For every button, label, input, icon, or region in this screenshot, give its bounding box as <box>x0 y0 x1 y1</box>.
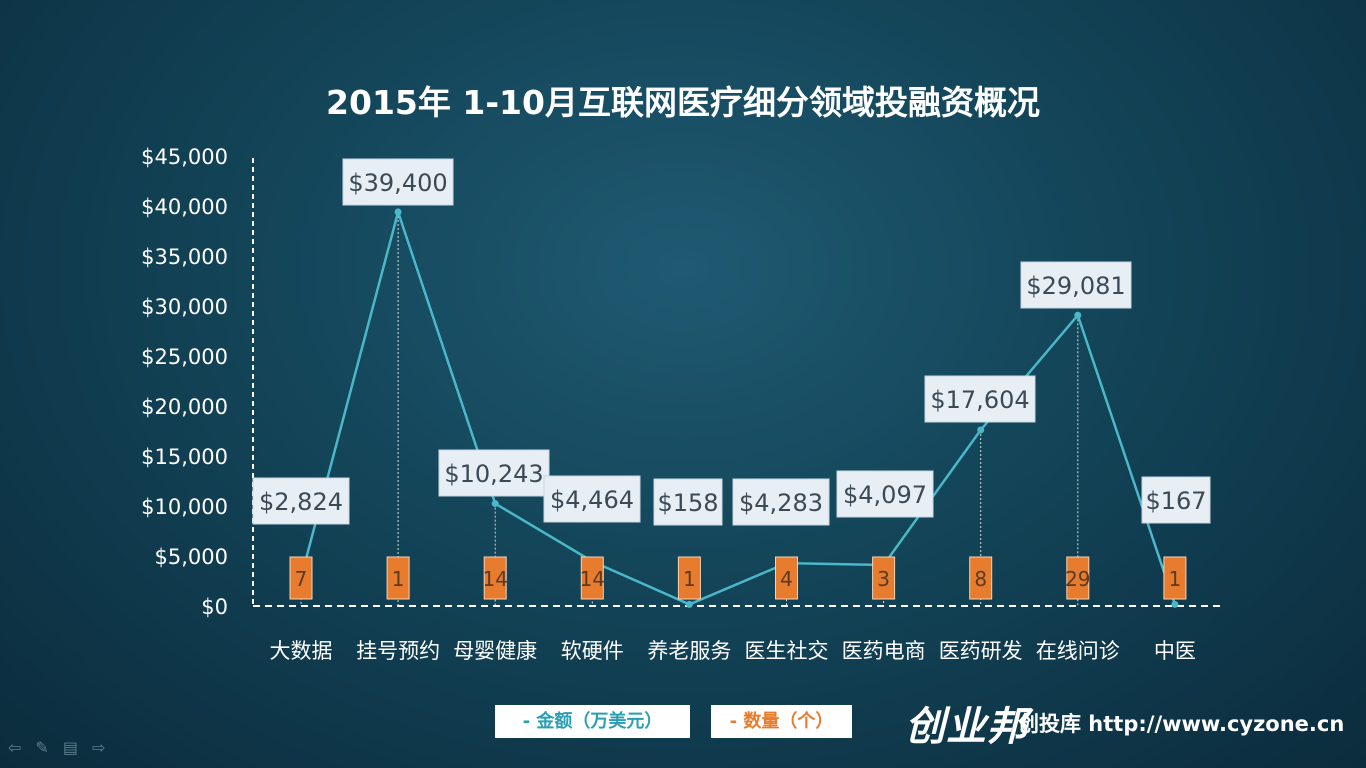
legend-amount: - 金额（万美元） <box>495 705 690 738</box>
back-arrow-icon[interactable]: ⇦ <box>8 738 22 757</box>
count-label: 1 <box>683 567 696 591</box>
amount-series-line <box>299 207 1177 606</box>
x-category-label: 大数据 <box>270 639 333 663</box>
x-category-label: 中医 <box>1154 639 1196 663</box>
count-box <box>1066 556 1090 600</box>
pen-icon[interactable]: ✎ <box>35 738 49 757</box>
count-label: 7 <box>295 567 308 591</box>
amount-label-box <box>543 475 641 523</box>
amount-label: $39,400 <box>348 169 447 197</box>
count-label: 14 <box>580 567 605 591</box>
x-category-label: 医药研发 <box>939 639 1023 663</box>
amount-label: $2,824 <box>259 488 343 516</box>
x-category-label: 医生社交 <box>745 639 829 663</box>
count-box <box>483 556 507 600</box>
amount-point <box>977 426 985 434</box>
amount-label: $29,081 <box>1026 272 1125 300</box>
amount-point <box>491 500 499 508</box>
count-box <box>386 556 410 600</box>
count-box <box>289 556 313 600</box>
y-tick-label: $30,000 <box>141 295 228 319</box>
amount-label: $4,097 <box>843 481 927 509</box>
x-category-label: 在线问诊 <box>1036 639 1120 663</box>
brand-link-text: 创投库 http://www.cyzone.cn <box>1018 712 1345 736</box>
amount-label: $167 <box>1145 487 1206 515</box>
x-category-label: 挂号预约 <box>356 639 440 663</box>
y-tick-label: $15,000 <box>141 445 228 469</box>
count-box <box>1163 556 1187 600</box>
amount-label: $158 <box>657 489 718 517</box>
forward-arrow-icon[interactable]: ⇨ <box>91 738 106 757</box>
amount-label-box <box>924 375 1036 423</box>
amount-label: $17,604 <box>930 386 1029 414</box>
y-tick-label: $40,000 <box>141 195 228 219</box>
y-tick-label: $5,000 <box>155 545 228 569</box>
x-category-label: 软硬件 <box>561 639 624 663</box>
amount-label-box <box>1141 476 1211 524</box>
y-tick-label: $25,000 <box>141 345 228 369</box>
y-tick-label: $35,000 <box>141 245 228 269</box>
count-box <box>580 556 604 600</box>
x-category-label: 医药电商 <box>842 639 926 663</box>
amount-point <box>1171 600 1179 608</box>
amount-label-box <box>252 477 350 525</box>
count-box <box>969 556 993 600</box>
amount-label-box <box>438 449 550 497</box>
count-label: 1 <box>1169 567 1182 591</box>
amount-label-box <box>1020 261 1132 309</box>
count-label: 14 <box>482 567 507 591</box>
legend-count: - 数量（个） <box>711 705 852 738</box>
slide-nav: ⇦ ✎ ▤ ⇨ <box>8 738 105 757</box>
amount-label-box <box>342 158 454 206</box>
x-category-label: 母婴健康 <box>453 639 537 663</box>
count-label: 8 <box>974 567 987 591</box>
count-box <box>677 556 701 600</box>
count-box <box>872 556 896 600</box>
amount-point <box>1074 311 1082 319</box>
y-tick-label: $0 <box>201 595 228 619</box>
amount-point <box>394 208 402 216</box>
amount-point <box>685 600 693 608</box>
x-category-label: 养老服务 <box>647 639 731 663</box>
amount-label-box <box>732 478 830 526</box>
count-label: 4 <box>780 567 793 591</box>
count-box <box>775 556 798 600</box>
menu-icon[interactable]: ▤ <box>62 738 78 757</box>
amount-label: $4,464 <box>550 486 634 514</box>
amount-label-box <box>653 478 723 526</box>
amount-label: $10,243 <box>444 460 543 488</box>
amount-label-box <box>836 470 934 518</box>
y-tick-label: $20,000 <box>141 395 228 419</box>
cyzone-logo: 创业邦 <box>905 703 1028 750</box>
amount-label: $4,283 <box>739 489 823 517</box>
chart-title: 2015年 1-10月互联网医疗细分领域投融资概况 <box>326 83 1040 122</box>
y-tick-label: $10,000 <box>141 495 228 519</box>
count-label: 1 <box>392 567 405 591</box>
y-tick-label: $45,000 <box>141 145 228 169</box>
count-label: 3 <box>877 567 890 591</box>
count-label: 29 <box>1065 567 1090 591</box>
